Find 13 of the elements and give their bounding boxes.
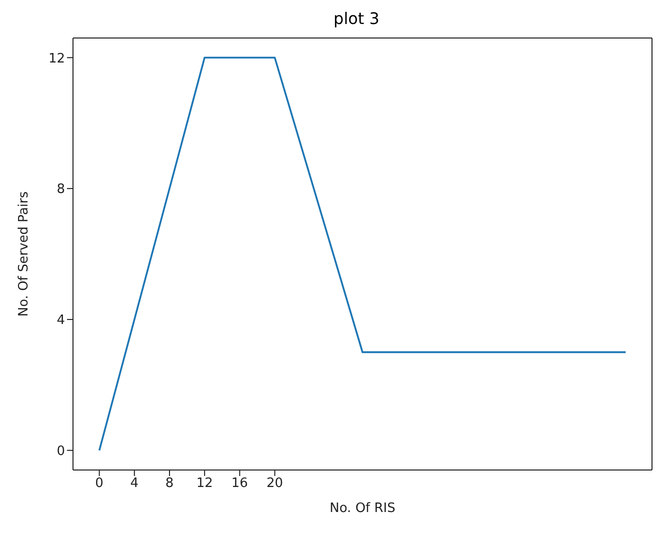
x-tick-label: 8 bbox=[165, 476, 174, 492]
x-tick-label: 12 bbox=[196, 476, 213, 492]
x-tick-label: 20 bbox=[266, 476, 284, 492]
chart-title: plot 3 bbox=[332, 8, 380, 30]
x-axis-title: No. Of RIS bbox=[330, 501, 396, 516]
y-tick-label: 8 bbox=[56, 182, 65, 198]
y-tick-label: 4 bbox=[56, 313, 65, 328]
x-tick-label: 0 bbox=[95, 476, 104, 492]
y-tick-label: 12 bbox=[48, 51, 65, 66]
y-axis-title: No. Of Served Pairs bbox=[16, 191, 32, 317]
y-tick-label: 0 bbox=[56, 444, 65, 459]
x-tick-label: 16 bbox=[231, 476, 248, 492]
x-tick-label: 4 bbox=[130, 476, 139, 492]
